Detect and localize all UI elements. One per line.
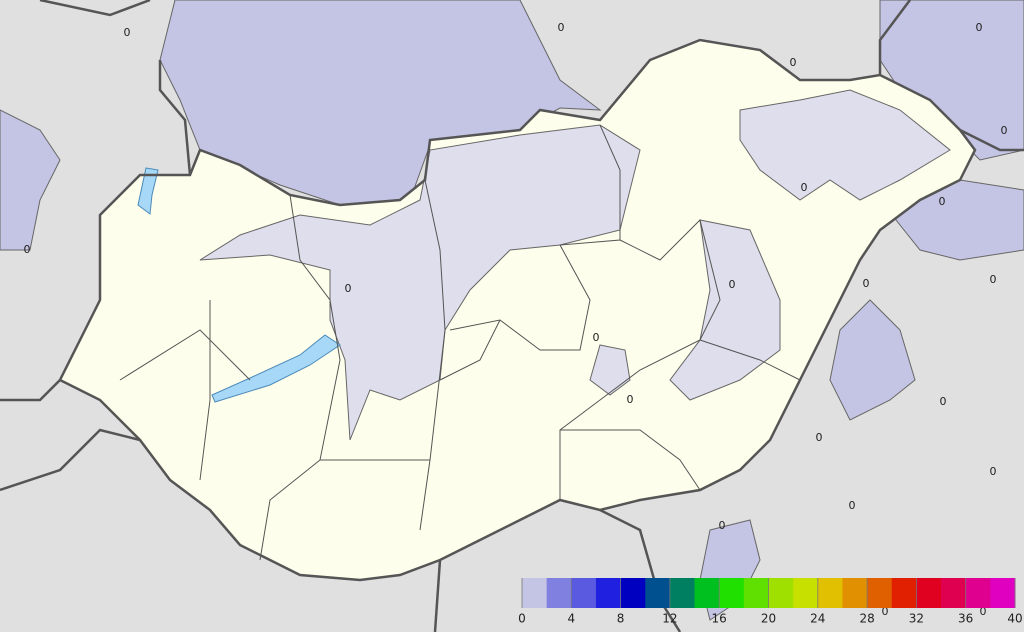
precip-area [0, 109, 61, 251]
legend-tick-label: 20 [761, 612, 776, 626]
contour-label: 0 [940, 395, 947, 408]
legend-swatch [645, 578, 671, 608]
contour-labels: 0 0 0 0 0 0 0 0 0 0 0 0 0 0 0 0 0 0 0 0 0 [24, 21, 1008, 618]
legend-swatch [571, 578, 597, 608]
contour-label: 0 [729, 278, 736, 291]
contour-label: 0 [882, 605, 889, 618]
legend-swatch [546, 578, 572, 608]
contour-label: 0 [345, 282, 352, 295]
contour-label: 0 [790, 56, 797, 69]
contour-label: 0 [990, 465, 997, 478]
legend-swatch [719, 578, 745, 608]
county-border [119, 124, 801, 561]
legend-tick-label: 24 [810, 612, 825, 626]
legend-swatch [891, 578, 917, 608]
legend: 0 4 8 12 16 20 24 28 32 36 40 [518, 578, 1023, 626]
legend-swatch [669, 578, 696, 608]
contour-label: 0 [558, 21, 565, 34]
legend-swatch [793, 578, 819, 608]
legend-swatch [965, 578, 991, 608]
legend-tick-label: 12 [662, 612, 677, 626]
contour-label: 0 [124, 26, 131, 39]
contour-label: 0 [863, 277, 870, 290]
legend-swatch [867, 578, 893, 608]
precip-area [199, 124, 641, 441]
legend-tick-label: 28 [859, 612, 874, 626]
hungary [60, 40, 975, 580]
contour-label: 0 [816, 431, 823, 444]
legend-tick-label: 16 [712, 612, 727, 626]
contour-label: 0 [719, 519, 726, 532]
lake [137, 167, 159, 215]
legend-swatch [743, 578, 769, 608]
legend-swatch [941, 578, 967, 608]
legend-swatch [842, 578, 868, 608]
legend-tick-label: 40 [1007, 612, 1022, 626]
legend-tick-label: 32 [909, 612, 924, 626]
contour-label: 0 [24, 243, 31, 256]
contour-label: 0 [1001, 124, 1008, 137]
legend-tick-label: 36 [958, 612, 973, 626]
precip-area [589, 344, 631, 396]
precip-area [829, 299, 916, 421]
contour-label: 0 [849, 499, 856, 512]
legend-swatch [916, 578, 942, 608]
country-border [58, 38, 977, 582]
legend-swatch [694, 578, 720, 608]
contour-label: 0 [990, 273, 997, 286]
contour-label: 0 [976, 21, 983, 34]
legend-swatch [817, 578, 843, 608]
legend-swatch [522, 578, 548, 608]
contour-label: 0 [939, 195, 946, 208]
legend-swatch [620, 578, 646, 608]
legend-tick-label: 0 [518, 612, 526, 626]
precip-area [739, 89, 951, 201]
contour-label: 0 [627, 393, 634, 406]
legend-swatch [768, 578, 794, 608]
contour-label: 0 [593, 331, 600, 344]
legend-tick-label: 4 [567, 612, 575, 626]
precip-area [669, 219, 781, 401]
contour-label: 0 [980, 605, 987, 618]
legend-swatch [595, 578, 622, 608]
legend-tick-label: 8 [617, 612, 625, 626]
lake [211, 334, 341, 403]
legend-swatch [990, 578, 1016, 608]
contour-label: 0 [801, 181, 808, 194]
